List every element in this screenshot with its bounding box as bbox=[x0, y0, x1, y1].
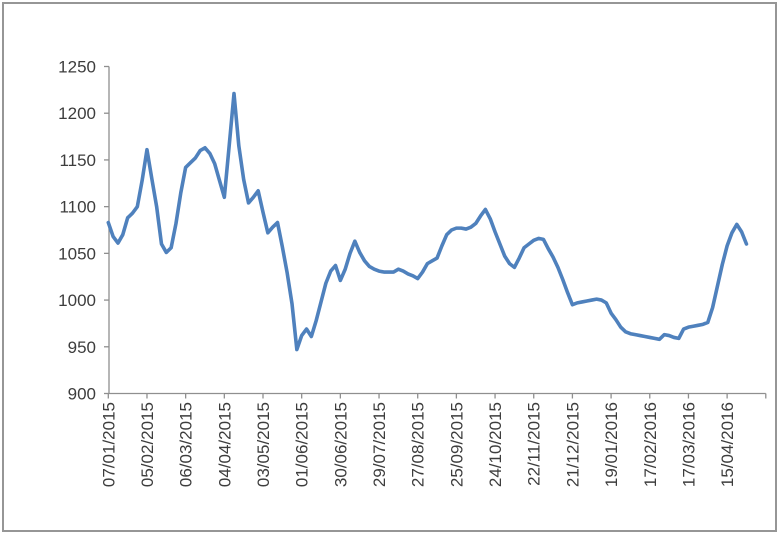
x-tick-label: 17/02/2016 bbox=[641, 402, 660, 487]
x-tick-label: 22/11/2015 bbox=[525, 402, 544, 486]
y-tick-label: 900 bbox=[68, 385, 96, 404]
series-line bbox=[106, 91, 749, 352]
x-tick-label: 15/04/2016 bbox=[718, 402, 737, 487]
x-tick-label: 03/05/2015 bbox=[254, 402, 273, 487]
x-tick-label: 29/07/2015 bbox=[370, 402, 389, 487]
y-tick-label: 950 bbox=[68, 338, 96, 357]
y-tick-label: 1100 bbox=[59, 198, 96, 217]
x-tick-label: 05/02/2015 bbox=[138, 402, 157, 487]
x-tick-label: 25/09/2015 bbox=[447, 402, 466, 487]
x-tick-label: 04/04/2015 bbox=[215, 402, 234, 487]
x-tick-label: 30/06/2015 bbox=[331, 402, 350, 487]
x-tick-label: 21/12/2015 bbox=[563, 402, 582, 487]
x-tick-label: 19/01/2016 bbox=[602, 402, 621, 487]
x-tick-label: 07/01/2015 bbox=[99, 402, 118, 487]
y-tick-label: 1250 bbox=[58, 58, 96, 77]
x-tick-label: 24/10/2015 bbox=[486, 402, 505, 487]
x-tick-label: 27/08/2015 bbox=[409, 402, 428, 487]
x-tick-label: 17/03/2016 bbox=[679, 402, 698, 487]
y-tick-label: 1050 bbox=[58, 244, 96, 263]
y-tick-label: 1000 bbox=[58, 291, 96, 310]
x-tick-label: 01/06/2015 bbox=[293, 402, 312, 487]
y-tick-label: 1150 bbox=[59, 151, 96, 170]
y-tick-label: 1200 bbox=[58, 104, 96, 123]
x-tick-label: 06/03/2015 bbox=[177, 402, 196, 487]
